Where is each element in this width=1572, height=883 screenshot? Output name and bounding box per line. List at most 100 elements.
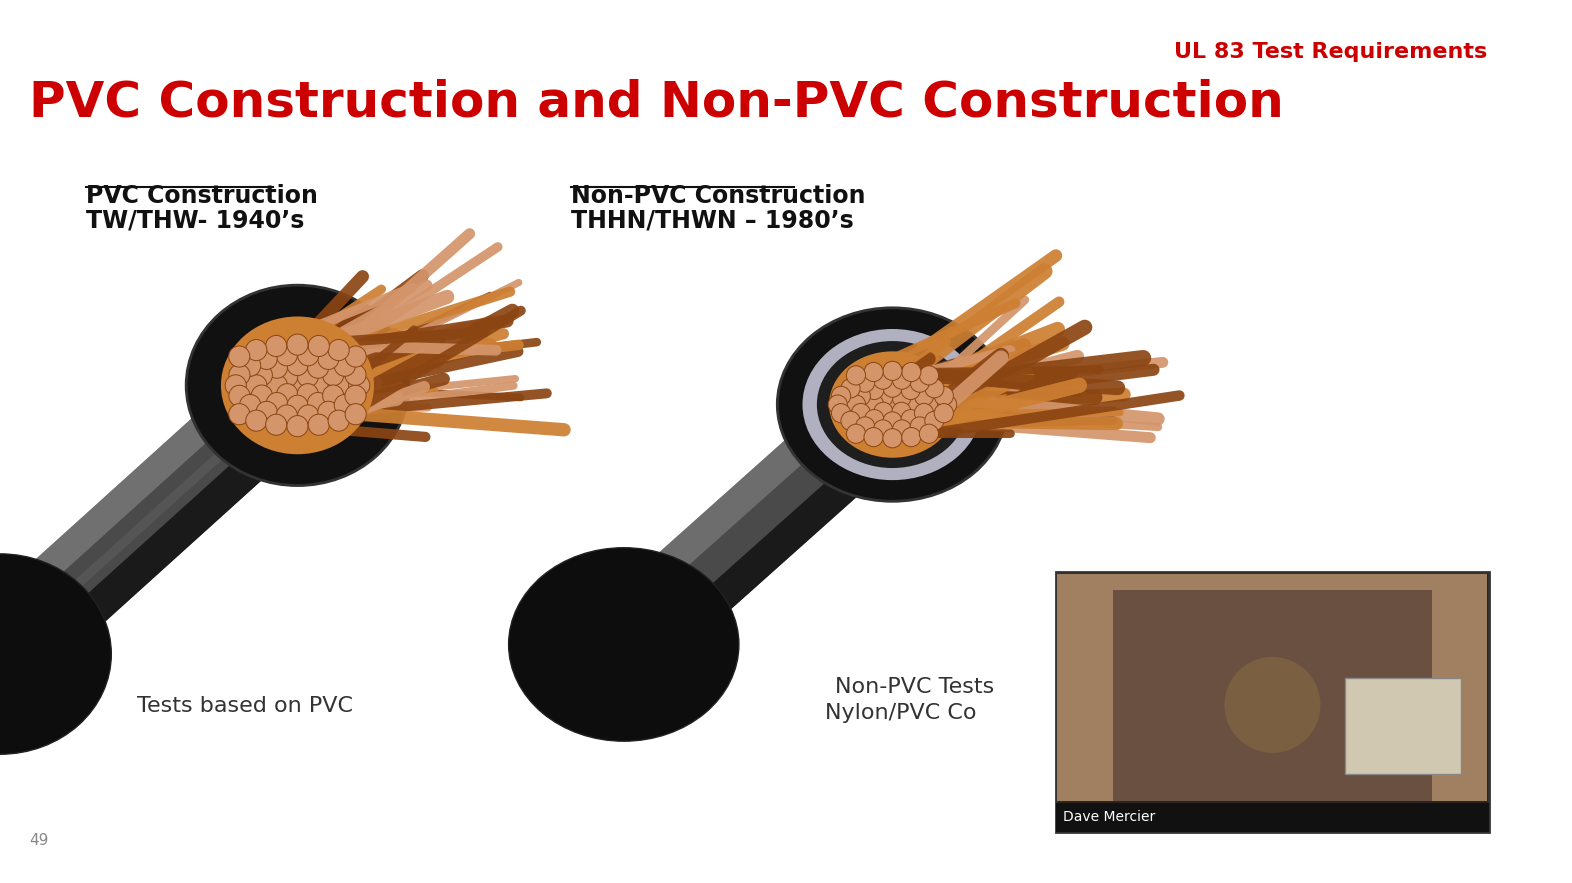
Circle shape: [245, 410, 267, 431]
Circle shape: [874, 419, 893, 439]
Polygon shape: [624, 423, 893, 705]
Circle shape: [297, 366, 318, 387]
Circle shape: [910, 417, 929, 436]
Circle shape: [230, 365, 250, 386]
Circle shape: [308, 414, 330, 435]
Circle shape: [883, 411, 902, 431]
Polygon shape: [0, 379, 297, 660]
Text: Tests based on PVC: Tests based on PVC: [137, 697, 352, 716]
Circle shape: [335, 395, 355, 416]
Circle shape: [865, 381, 883, 400]
Ellipse shape: [802, 329, 982, 480]
Circle shape: [322, 365, 344, 386]
Circle shape: [924, 379, 943, 398]
Circle shape: [910, 374, 929, 392]
Circle shape: [277, 344, 297, 366]
Polygon shape: [0, 323, 297, 717]
Circle shape: [865, 410, 883, 429]
Circle shape: [266, 374, 288, 396]
Circle shape: [308, 392, 329, 413]
Circle shape: [832, 387, 850, 405]
Circle shape: [288, 354, 308, 375]
Circle shape: [846, 424, 866, 443]
Polygon shape: [0, 323, 297, 629]
Circle shape: [841, 379, 860, 398]
Circle shape: [902, 427, 921, 447]
Ellipse shape: [817, 341, 968, 468]
Circle shape: [335, 355, 355, 376]
Circle shape: [308, 357, 329, 378]
Circle shape: [1225, 657, 1320, 753]
Circle shape: [883, 361, 902, 381]
Circle shape: [883, 428, 902, 448]
Circle shape: [893, 370, 912, 389]
Ellipse shape: [185, 285, 409, 486]
Circle shape: [266, 357, 288, 378]
Circle shape: [288, 334, 308, 355]
Circle shape: [318, 401, 340, 422]
Ellipse shape: [509, 547, 739, 741]
Circle shape: [318, 348, 340, 369]
Circle shape: [924, 411, 943, 430]
Circle shape: [252, 365, 272, 386]
Circle shape: [841, 411, 860, 430]
Text: Non-PVC Construction: Non-PVC Construction: [571, 184, 866, 208]
Circle shape: [288, 374, 308, 396]
Circle shape: [855, 417, 874, 436]
Text: Dave Mercier: Dave Mercier: [1063, 811, 1155, 824]
Bar: [1346, 678, 1460, 774]
Text: PVC Construction: PVC Construction: [86, 184, 318, 208]
Circle shape: [893, 419, 912, 439]
Circle shape: [297, 405, 319, 426]
Polygon shape: [624, 344, 893, 705]
Circle shape: [308, 336, 330, 357]
Circle shape: [846, 366, 866, 385]
Text: 49: 49: [28, 833, 49, 848]
Text: UL 83 Test Requirements: UL 83 Test Requirements: [1174, 42, 1487, 62]
Circle shape: [329, 410, 349, 431]
Circle shape: [874, 370, 893, 389]
Circle shape: [228, 346, 250, 367]
Circle shape: [934, 387, 954, 405]
Circle shape: [266, 414, 286, 435]
Circle shape: [228, 404, 250, 425]
Bar: [1055, 572, 1489, 832]
Circle shape: [266, 336, 286, 357]
Circle shape: [901, 395, 920, 414]
Circle shape: [901, 410, 920, 429]
Circle shape: [828, 395, 847, 414]
Circle shape: [891, 388, 912, 407]
Circle shape: [245, 339, 267, 360]
Circle shape: [865, 362, 883, 381]
Circle shape: [915, 404, 934, 423]
Circle shape: [920, 366, 938, 385]
Circle shape: [846, 395, 866, 414]
Ellipse shape: [828, 351, 956, 457]
Circle shape: [832, 404, 850, 423]
Circle shape: [297, 344, 319, 366]
Circle shape: [277, 383, 297, 404]
Circle shape: [865, 427, 883, 447]
Circle shape: [225, 374, 247, 396]
Circle shape: [852, 404, 871, 423]
Circle shape: [277, 405, 297, 426]
Circle shape: [297, 383, 318, 404]
Circle shape: [874, 388, 893, 407]
Bar: [1055, 803, 1489, 832]
Circle shape: [245, 374, 267, 396]
Circle shape: [346, 346, 366, 367]
Circle shape: [252, 385, 272, 406]
Circle shape: [288, 396, 308, 416]
Circle shape: [920, 424, 938, 443]
Circle shape: [883, 378, 902, 397]
Circle shape: [855, 374, 874, 392]
Bar: [1113, 590, 1432, 801]
Circle shape: [239, 355, 261, 376]
Text: PVC Construction and Non-PVC Construction: PVC Construction and Non-PVC Constructio…: [28, 79, 1284, 126]
Circle shape: [915, 387, 934, 405]
Circle shape: [902, 362, 921, 381]
Circle shape: [901, 381, 920, 400]
Circle shape: [256, 348, 277, 369]
Ellipse shape: [222, 316, 374, 454]
Circle shape: [308, 374, 329, 396]
